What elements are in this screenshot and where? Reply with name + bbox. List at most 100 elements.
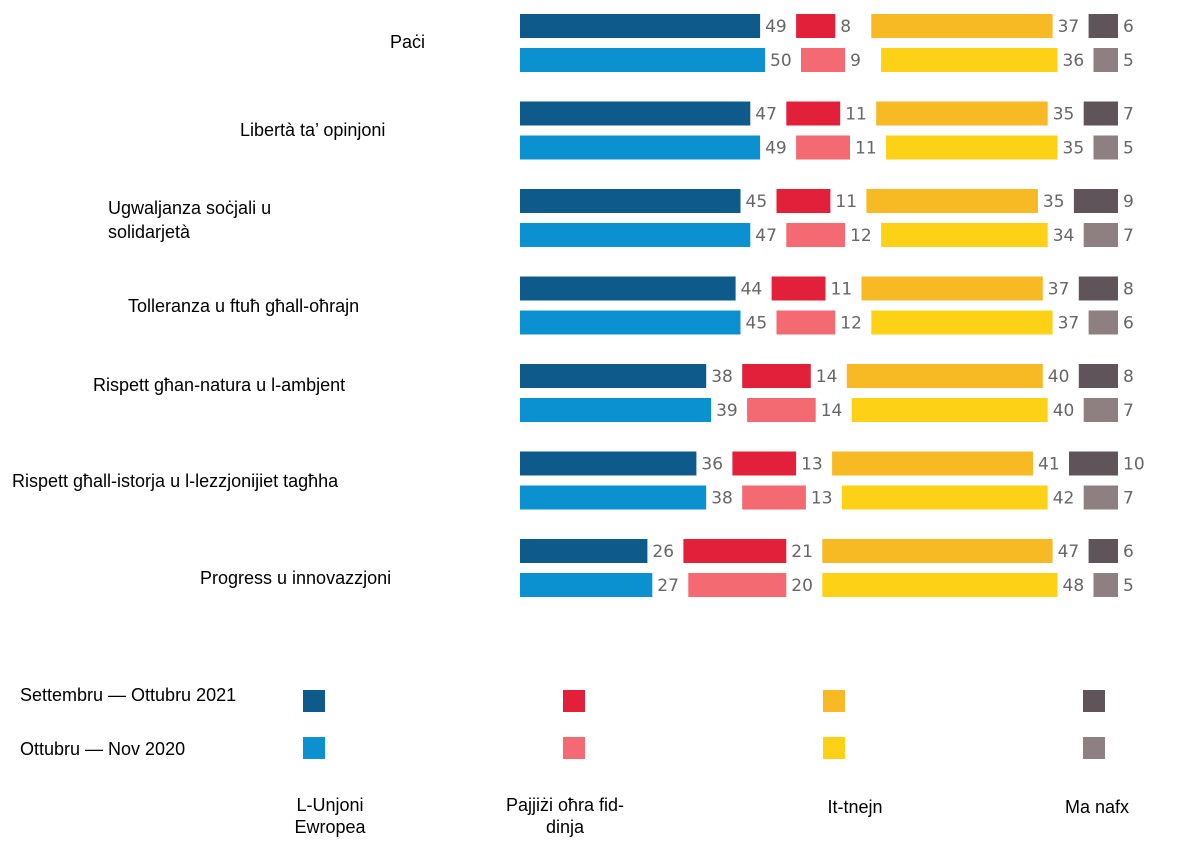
value-label: 35 xyxy=(1053,105,1075,125)
value-label: 14 xyxy=(816,367,838,387)
bar-segment xyxy=(881,48,1058,72)
legend-swatch xyxy=(303,737,325,759)
legend-swatch xyxy=(563,690,585,712)
value-label: 49 xyxy=(765,139,787,159)
value-label: 39 xyxy=(716,401,738,421)
value-label: 12 xyxy=(850,226,872,246)
value-label: 36 xyxy=(701,455,723,475)
bar-segment xyxy=(801,48,846,72)
value-label: 50 xyxy=(770,51,792,71)
bar-segment xyxy=(1078,276,1118,301)
bar-segment xyxy=(846,364,1043,388)
bar-segment xyxy=(776,310,836,335)
legend-period: Settembru — Ottubru 2021 xyxy=(20,685,237,705)
value-label: 12 xyxy=(840,314,862,334)
value-label: 5 xyxy=(1123,576,1134,596)
bar-segment xyxy=(520,189,741,213)
bar-segment xyxy=(1083,101,1118,126)
value-label: 14 xyxy=(821,401,843,421)
category-label: Rispett għall-istorja u l-lezzjonijiet t… xyxy=(12,471,339,491)
value-label: 36 xyxy=(1063,51,1085,71)
value-label: 6 xyxy=(1123,542,1134,562)
value-label: 5 xyxy=(1123,139,1134,159)
value-label: 8 xyxy=(840,17,851,37)
value-label: 42 xyxy=(1053,489,1075,509)
value-label: 9 xyxy=(1123,192,1134,212)
value-label: 10 xyxy=(1123,455,1145,475)
bar-segment xyxy=(742,485,806,510)
bar-segment xyxy=(520,573,653,597)
bar-segment xyxy=(871,14,1053,38)
value-label: 37 xyxy=(1058,314,1080,334)
bar-segment xyxy=(1083,398,1118,422)
category-label: Progress u innovazzjoni xyxy=(200,568,392,588)
legend-series: It-tnejn xyxy=(827,797,883,817)
value-label: 40 xyxy=(1048,367,1070,387)
value-label: 47 xyxy=(755,105,777,125)
value-label: 11 xyxy=(845,105,867,125)
bar-segment xyxy=(683,539,787,563)
value-label: 11 xyxy=(831,280,853,300)
bar-segment xyxy=(822,573,1058,597)
bar-segment xyxy=(1083,485,1118,510)
value-label: 7 xyxy=(1123,226,1134,246)
value-label: 37 xyxy=(1048,280,1070,300)
bar-segment xyxy=(1093,135,1118,160)
category-label: Ugwaljanza soċjali u solidarjetà xyxy=(108,198,272,242)
value-label: 7 xyxy=(1123,105,1134,125)
bar-segment xyxy=(520,539,648,563)
bar-segment xyxy=(1088,14,1118,38)
value-label: 38 xyxy=(711,489,733,509)
value-label: 21 xyxy=(791,542,813,562)
bar-segment xyxy=(866,189,1038,213)
bar-segment xyxy=(520,48,765,72)
category-label: Rispett għan-natura u l-ambjent xyxy=(93,375,346,395)
bar-segment xyxy=(871,310,1053,335)
category-label: Tolleranza u ftuħ għall-oħrajn xyxy=(128,296,360,316)
value-label: 13 xyxy=(811,489,833,509)
value-label: 45 xyxy=(746,192,768,212)
bar-segment xyxy=(742,364,811,388)
bar-segment xyxy=(1069,451,1118,476)
bar-segment xyxy=(520,14,761,38)
legend-series: Ma nafx xyxy=(1064,797,1130,817)
value-label: 11 xyxy=(855,139,877,159)
bar-segment xyxy=(747,398,816,422)
legend-swatch xyxy=(823,737,845,759)
bar-segment xyxy=(520,101,751,126)
legend-swatch xyxy=(1083,737,1105,759)
bar-segment xyxy=(861,276,1043,301)
bar-segment xyxy=(520,135,761,160)
legend-swatch xyxy=(563,737,585,759)
bar-segment xyxy=(786,223,846,247)
bar-segment xyxy=(1093,573,1118,597)
bar-segment xyxy=(520,310,741,335)
bar-segment xyxy=(520,364,707,388)
bar-segment xyxy=(688,573,787,597)
value-label: 37 xyxy=(1058,17,1080,37)
legend-series: L-Unjoni Ewropea xyxy=(294,795,366,837)
bar-segment xyxy=(786,101,841,126)
bar-segment xyxy=(520,451,697,476)
legend-period: Ottubru — Nov 2020 xyxy=(20,739,186,759)
value-label: 27 xyxy=(657,576,679,596)
value-label: 41 xyxy=(1038,455,1060,475)
value-label: 38 xyxy=(711,367,733,387)
bar-segment xyxy=(771,276,826,301)
legend-swatch xyxy=(823,690,845,712)
value-label: 35 xyxy=(1043,192,1065,212)
bar-segment xyxy=(881,223,1048,247)
bar-segment xyxy=(520,276,736,301)
value-label: 5 xyxy=(1123,51,1134,71)
bar-segment xyxy=(886,135,1058,160)
value-label: 44 xyxy=(741,280,763,300)
value-label: 45 xyxy=(746,314,768,334)
bar-segment xyxy=(732,451,797,476)
bar-segment xyxy=(832,451,1033,476)
bar-segment xyxy=(822,539,1053,563)
bar-segment xyxy=(1073,189,1118,213)
value-label: 7 xyxy=(1123,401,1134,421)
legend-series: Pajjiżi oħra fid-dinja xyxy=(505,795,625,837)
value-label: 47 xyxy=(755,226,777,246)
